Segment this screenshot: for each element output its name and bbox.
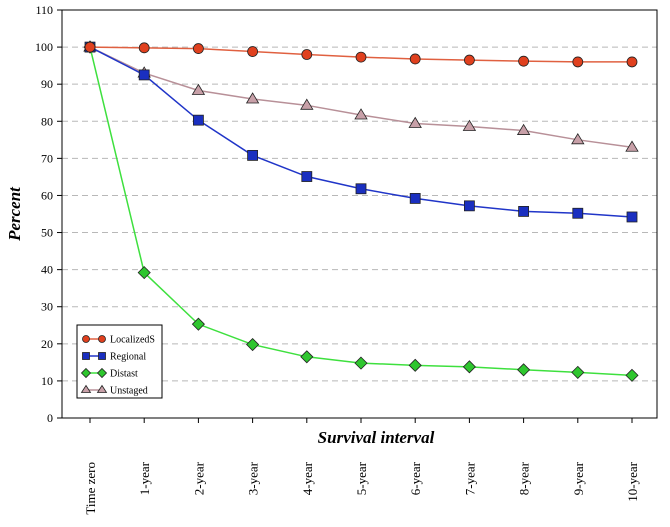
data-point: [625, 368, 639, 382]
data-point: [354, 108, 368, 120]
data-point: [409, 193, 421, 204]
data-point: [96, 367, 108, 379]
y-tick-label: 50: [41, 226, 53, 240]
data-point: [462, 119, 477, 131]
y-tick-label: 70: [41, 151, 53, 165]
data-point: [409, 53, 421, 65]
data-point: [247, 149, 259, 161]
legend: LocalizedS Regional Distast Unstaged: [76, 324, 163, 399]
data-point: [137, 266, 151, 280]
x-tick-label: 8-year: [517, 461, 532, 495]
data-point: [191, 83, 206, 95]
y-tick-label: 60: [41, 188, 53, 202]
y-tick-label: 100: [35, 40, 53, 54]
data-point: [138, 69, 150, 81]
data-point: [516, 123, 531, 135]
data-point: [408, 358, 422, 372]
data-point: [98, 335, 106, 343]
y-tick-label: 10: [41, 374, 53, 388]
data-point: [98, 352, 106, 360]
y-tick-label: 0: [47, 411, 53, 425]
y-axis-ticks: 0 10 20 30 40 50 60 70 80 90 100 110: [35, 3, 62, 425]
x-axis-ticks: Time zero 1-year 2-year 3-year 4-year 5-year 6…: [83, 418, 640, 515]
x-tick-label: 3-year: [246, 461, 261, 495]
series-distast: [83, 40, 639, 382]
data-point: [571, 133, 585, 145]
data-point: [355, 183, 367, 195]
x-tick-label: 6-year: [408, 461, 423, 495]
x-tick-label: 9-year: [571, 461, 586, 495]
data-point: [82, 352, 90, 360]
data-point: [572, 207, 584, 219]
data-point: [246, 337, 260, 352]
data-point: [191, 317, 205, 331]
data-point: [625, 140, 639, 152]
legend-item: Unstaged: [80, 384, 148, 397]
legend-label: Distast: [110, 369, 138, 380]
data-point: [408, 116, 422, 128]
y-tick-label: 80: [41, 114, 53, 128]
x-tick-label: Time zero: [83, 462, 98, 515]
x-tick-label: 2-year: [191, 461, 206, 495]
data-point: [626, 211, 638, 223]
y-tick-label: 90: [41, 77, 53, 91]
x-tick-label: 7-year: [462, 461, 477, 495]
data-point: [572, 56, 584, 68]
legend-label: Regional: [110, 352, 146, 363]
y-axis-title: Percent: [5, 186, 24, 242]
data-point: [517, 363, 531, 377]
legend-box: [76, 324, 163, 399]
data-point: [463, 200, 475, 212]
x-tick-label: 4-year: [300, 461, 315, 495]
series-localizeds: [84, 41, 638, 68]
data-point: [84, 41, 96, 53]
data-point: [192, 43, 204, 54]
legend-item: LocalizedS: [82, 335, 155, 346]
data-point: [463, 54, 475, 66]
data-point: [354, 356, 368, 370]
x-axis-title: Survival interval: [318, 428, 435, 447]
data-point: [518, 206, 529, 217]
data-point: [518, 55, 529, 67]
data-point: [571, 365, 585, 379]
data-point: [301, 171, 313, 182]
y-tick-label: 40: [41, 263, 53, 277]
data-point: [245, 92, 260, 104]
series-line: [89, 46, 633, 377]
data-point: [82, 335, 90, 343]
data-point: [300, 350, 314, 364]
data-point: [192, 114, 204, 126]
data-point: [247, 46, 259, 57]
legend-item: Distast: [80, 367, 138, 380]
data-point: [300, 98, 314, 110]
y-tick-label: 20: [41, 337, 53, 351]
x-tick-label: 5-year: [354, 461, 369, 495]
data-point: [138, 42, 150, 54]
data-point: [301, 49, 313, 60]
data-point: [96, 384, 108, 393]
data-point: [355, 51, 367, 63]
y-tick-label: 30: [41, 300, 53, 314]
series-lines: [83, 40, 639, 382]
x-tick-label: 1-year: [137, 461, 152, 495]
legend-label: Unstaged: [110, 386, 148, 397]
data-point: [80, 367, 92, 379]
legend-label: LocalizedS: [110, 335, 155, 346]
data-point: [80, 384, 92, 393]
y-tick-label: 110: [35, 3, 53, 17]
data-point: [626, 56, 638, 68]
grid-lines: [62, 46, 657, 382]
data-point: [462, 360, 476, 374]
legend-item: Regional: [82, 352, 146, 363]
x-tick-label: 10-year: [625, 461, 640, 501]
plot-area: [61, 9, 658, 419]
